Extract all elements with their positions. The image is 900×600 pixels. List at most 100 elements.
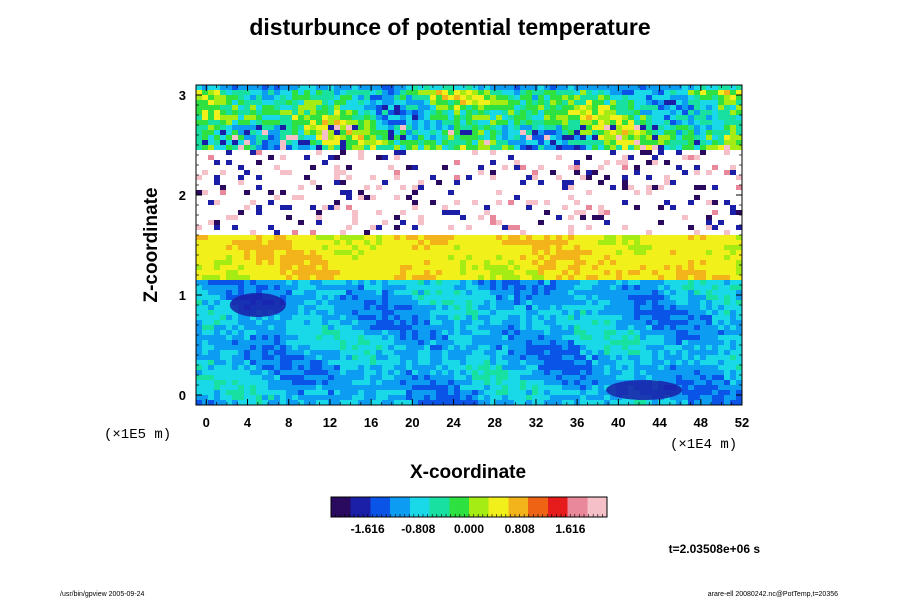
field-cell bbox=[580, 105, 587, 111]
field-cell bbox=[682, 140, 689, 146]
field-cell bbox=[712, 215, 719, 221]
field-cell bbox=[436, 300, 443, 306]
field-cell bbox=[376, 195, 383, 201]
field-cell bbox=[274, 345, 281, 351]
field-cell bbox=[370, 155, 377, 161]
field-cell bbox=[268, 175, 275, 181]
field-cell bbox=[718, 105, 725, 111]
field-cell bbox=[376, 205, 383, 211]
field-cell bbox=[466, 285, 473, 291]
field-cell bbox=[388, 190, 395, 196]
field-cell bbox=[460, 305, 467, 311]
field-cell bbox=[652, 115, 659, 121]
field-cell bbox=[292, 290, 299, 296]
field-cell bbox=[328, 285, 335, 291]
field-cell bbox=[616, 225, 623, 231]
field-cell bbox=[520, 155, 527, 161]
field-cell bbox=[628, 140, 635, 146]
field-cell bbox=[544, 300, 551, 306]
field-cell bbox=[700, 240, 707, 246]
field-cell bbox=[262, 195, 269, 201]
field-cell bbox=[520, 330, 527, 336]
field-cell bbox=[316, 185, 323, 191]
field-cell bbox=[616, 170, 623, 176]
field-cell bbox=[412, 340, 419, 346]
field-cell bbox=[712, 95, 719, 101]
field-cell bbox=[640, 125, 647, 131]
field-cell bbox=[262, 280, 269, 286]
field-cell bbox=[226, 280, 233, 286]
field-cell bbox=[676, 305, 683, 311]
field-cell bbox=[424, 250, 431, 256]
field-cell bbox=[340, 105, 347, 111]
field-cell bbox=[688, 185, 695, 191]
field-cell bbox=[718, 205, 725, 211]
field-cell bbox=[256, 345, 263, 351]
field-cell bbox=[676, 250, 683, 256]
field-cell bbox=[496, 280, 503, 286]
field-cell bbox=[358, 270, 365, 276]
field-cell bbox=[700, 315, 707, 321]
field-cell bbox=[724, 200, 731, 206]
field-cell bbox=[418, 265, 425, 271]
field-cell bbox=[580, 90, 587, 96]
field-cell bbox=[346, 190, 353, 196]
field-cell bbox=[646, 230, 653, 236]
field-cell bbox=[472, 145, 479, 151]
field-cell bbox=[238, 140, 245, 146]
field-cell bbox=[646, 280, 653, 286]
field-cell bbox=[430, 140, 437, 146]
field-cell bbox=[328, 305, 335, 311]
field-cell bbox=[568, 305, 575, 311]
field-cell bbox=[538, 210, 545, 216]
field-cell bbox=[472, 205, 479, 211]
field-cell bbox=[412, 280, 419, 286]
field-cell bbox=[676, 330, 683, 336]
field-cell bbox=[676, 350, 683, 356]
field-cell bbox=[196, 240, 203, 246]
field-cell bbox=[694, 345, 701, 351]
field-cell bbox=[376, 120, 383, 126]
field-cell bbox=[424, 355, 431, 361]
field-cell bbox=[508, 155, 515, 161]
field-cell bbox=[298, 125, 305, 131]
field-cell bbox=[274, 140, 281, 146]
field-cell bbox=[334, 175, 341, 181]
field-cell bbox=[568, 255, 575, 261]
field-cell bbox=[676, 130, 683, 136]
field-cell bbox=[652, 90, 659, 96]
field-cell bbox=[652, 325, 659, 331]
field-cell bbox=[232, 260, 239, 266]
field-cell bbox=[334, 305, 341, 311]
field-cell bbox=[616, 120, 623, 126]
field-cell bbox=[580, 170, 587, 176]
field-cell bbox=[586, 275, 593, 281]
field-cell bbox=[382, 350, 389, 356]
field-cell bbox=[550, 180, 557, 186]
field-cell bbox=[202, 135, 209, 141]
field-cell bbox=[562, 145, 569, 151]
field-cell bbox=[418, 255, 425, 261]
field-cell bbox=[532, 330, 539, 336]
field-cell bbox=[580, 230, 587, 236]
field-cell bbox=[598, 340, 605, 346]
field-cell bbox=[640, 260, 647, 266]
field-cell bbox=[304, 220, 311, 226]
field-cell bbox=[580, 240, 587, 246]
field-cell bbox=[220, 120, 227, 126]
field-cell bbox=[274, 290, 281, 296]
field-cell bbox=[232, 155, 239, 161]
field-cell bbox=[196, 340, 203, 346]
field-cell bbox=[478, 175, 485, 181]
field-cell bbox=[712, 350, 719, 356]
field-cell bbox=[424, 215, 431, 221]
field-cell bbox=[424, 235, 431, 241]
field-cell bbox=[358, 345, 365, 351]
field-cell bbox=[340, 315, 347, 321]
field-cell bbox=[562, 185, 569, 191]
field-cell bbox=[346, 115, 353, 121]
field-cell bbox=[442, 85, 449, 91]
field-cell bbox=[508, 105, 515, 111]
field-cell bbox=[232, 310, 239, 316]
field-cell bbox=[334, 125, 341, 131]
